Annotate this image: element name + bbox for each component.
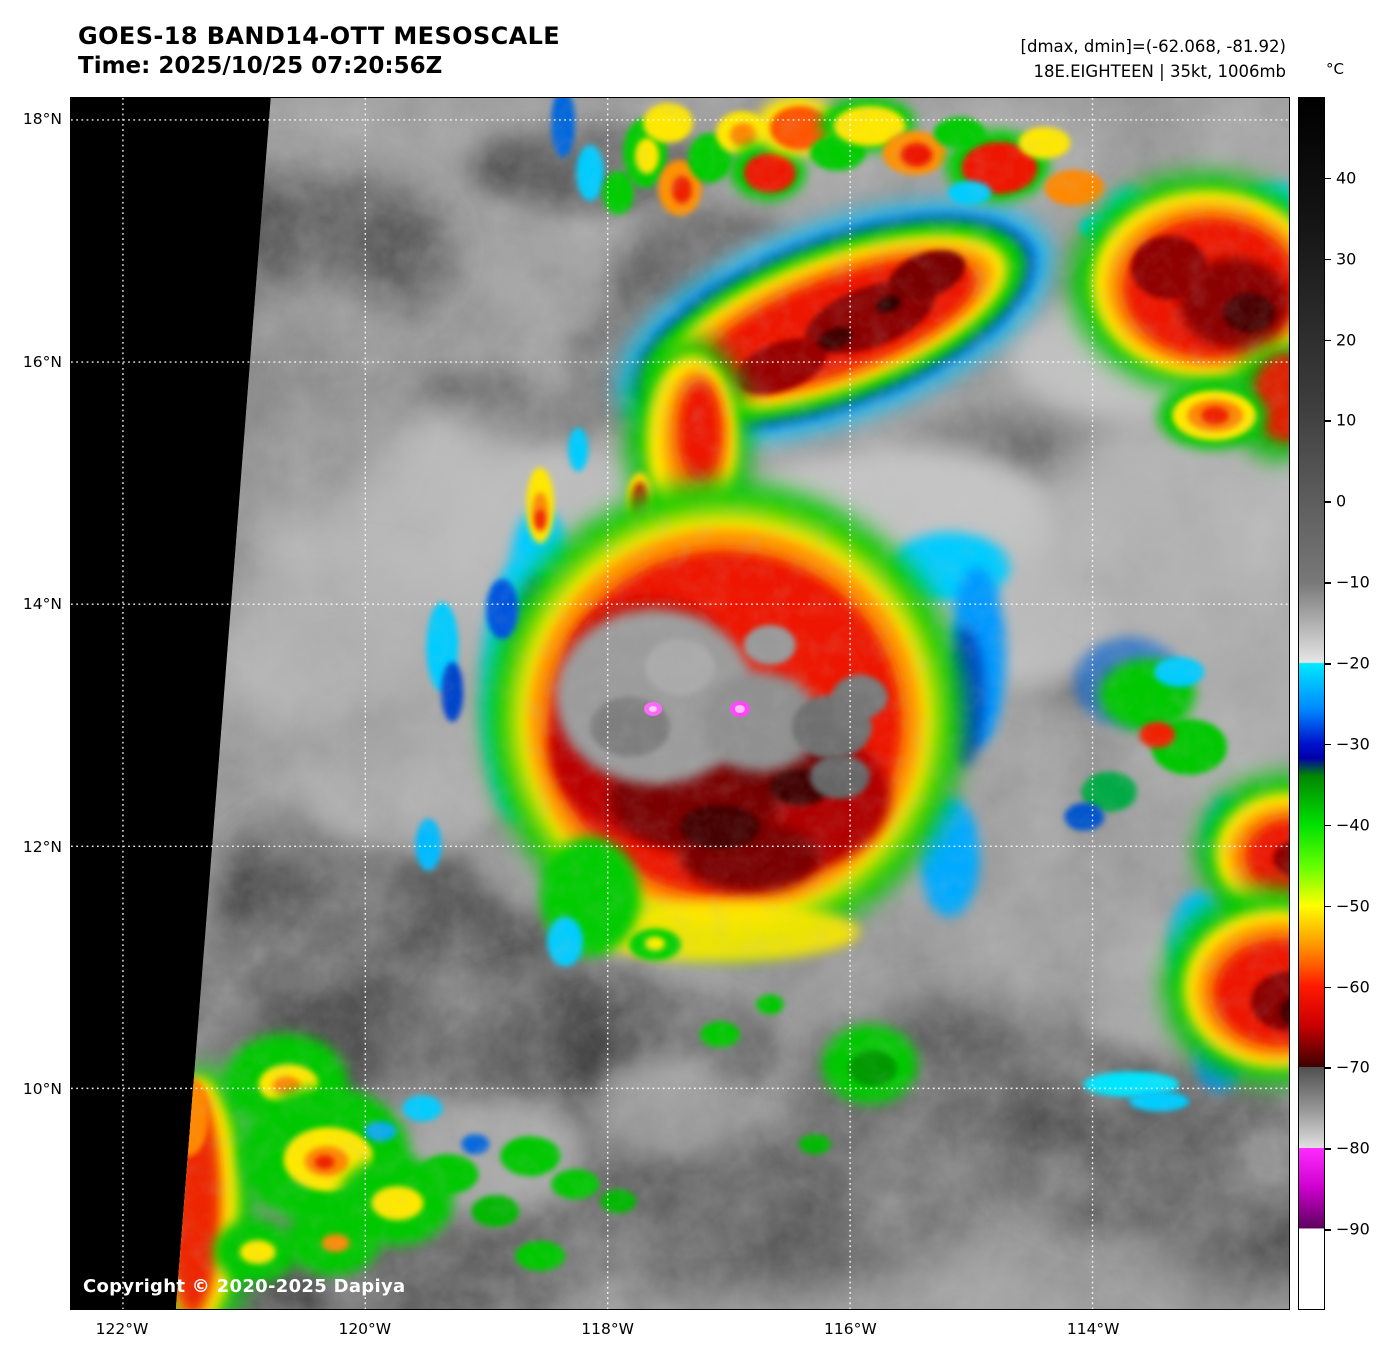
colorbar-tick-label: 20 [1336, 330, 1357, 350]
lat-label: 10°N [22, 1080, 62, 1098]
colorbar-tick-label: −70 [1336, 1057, 1370, 1077]
colorbar-tick-label: −10 [1336, 572, 1370, 592]
lon-label: 122°W [95, 1320, 149, 1338]
colorbar-tick-mark [1325, 339, 1331, 342]
product-time: Time: 2025/10/25 07:20:56Z [78, 53, 443, 79]
colorbar-tick-mark [1325, 905, 1331, 908]
colorbar-tick-label: −40 [1336, 815, 1370, 835]
product-title: GOES-18 BAND14-OTT MESOSCALE [78, 22, 561, 50]
colorbar-tick-mark [1325, 177, 1331, 180]
colorbar-tick-mark [1325, 1148, 1331, 1150]
colorbar-tick-mark [1325, 420, 1331, 422]
colorbar-tick-mark [1325, 1229, 1331, 1231]
lat-label: 18°N [22, 110, 62, 128]
colorbar-tick-label: 30 [1336, 249, 1357, 269]
latlon-gridlines [71, 98, 1289, 1309]
colorbar-tick-mark [1325, 1067, 1331, 1069]
colorbar-tick-label: 0 [1336, 491, 1347, 511]
lat-label: 12°N [22, 837, 62, 856]
colorbar-tick-mark [1325, 824, 1331, 827]
lon-label: 118°W [581, 1320, 634, 1338]
lon-label: 120°W [338, 1320, 392, 1338]
lon-label: 114°W [1066, 1320, 1120, 1338]
colorbar-tick-label: 10 [1336, 410, 1357, 430]
colorbar-tick-mark [1325, 743, 1331, 746]
copyright-text: Copyright © 2020-2025 Dapiya [83, 1276, 406, 1297]
colorbar-tick-label: −80 [1336, 1138, 1370, 1158]
header-annotations: [dmax, dmin]=(-62.068, -81.92) 18E.EIGHT… [1021, 35, 1286, 85]
colorbar-tick-mark [1325, 986, 1331, 989]
colorbar-tick-mark [1325, 258, 1331, 261]
lat-label: 14°N [22, 595, 62, 613]
colorbar [1298, 97, 1325, 1310]
colorbar-tick-mark [1325, 582, 1331, 584]
colorbar-tick-label: −30 [1336, 734, 1370, 754]
satellite-map: Copyright © 2020-2025 Dapiya [70, 97, 1290, 1310]
satellite-imagery [71, 98, 1289, 1309]
dmax-dmin-readout: [dmax, dmin]=(-62.068, -81.92) [1020, 37, 1286, 56]
colorbar-tick-label: −60 [1336, 977, 1370, 997]
lat-label: 16°N [22, 352, 62, 371]
colorbar-tick-label: −20 [1336, 653, 1370, 673]
colorbar-unit-label: °C [1326, 60, 1344, 78]
storm-info: 18E.EIGHTEEN | 35kt, 1006mb [1033, 61, 1286, 81]
colorbar-tick-mark [1325, 501, 1331, 503]
lon-label: 116°W [824, 1320, 877, 1338]
colorbar-tick-label: 40 [1336, 168, 1357, 188]
colorbar-tick-mark [1325, 663, 1331, 665]
colorbar-tick-label: −50 [1336, 896, 1370, 916]
colorbar-tick-label: −90 [1336, 1219, 1370, 1239]
